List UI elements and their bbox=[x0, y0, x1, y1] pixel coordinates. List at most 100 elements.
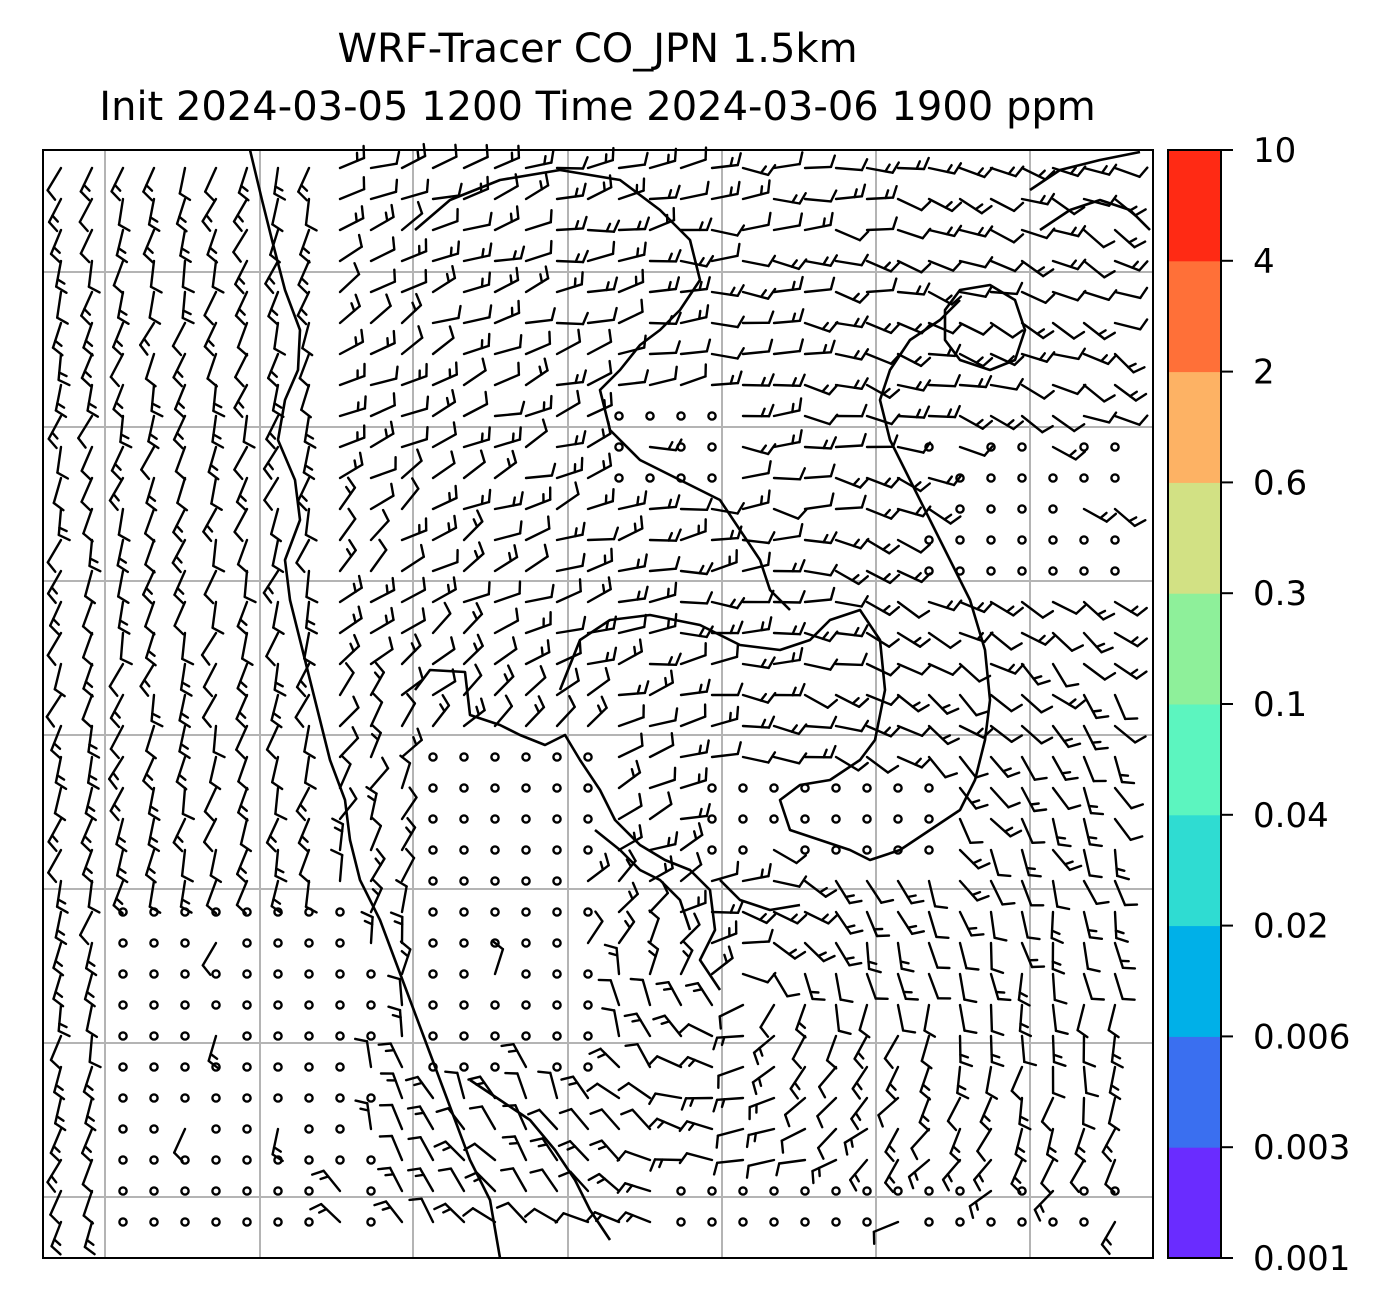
wind-barb bbox=[834, 941, 863, 967]
wind-barb-feather bbox=[610, 547, 614, 562]
wind-barb-feather bbox=[110, 469, 122, 481]
wind-barb bbox=[958, 972, 978, 1004]
wind-barb-feather bbox=[414, 1111, 425, 1116]
wind-barb-shaft bbox=[274, 848, 280, 878]
wind-barb-feather bbox=[178, 719, 192, 729]
wind-barb-shaft bbox=[462, 674, 483, 697]
calm-circle bbox=[831, 845, 841, 855]
wind-barb bbox=[623, 1012, 652, 1038]
wind-barb-shaft bbox=[1051, 755, 1067, 781]
wind-barb-feather bbox=[983, 166, 994, 179]
wind-barb-shaft bbox=[493, 412, 523, 418]
wind-barb-feather bbox=[789, 1087, 799, 1100]
wind-barb-shaft bbox=[431, 588, 457, 604]
wind-barb-feather bbox=[605, 222, 612, 233]
wind-barb-shaft bbox=[741, 693, 770, 704]
wind-barb-shaft bbox=[211, 259, 218, 288]
wind-barb-shaft bbox=[390, 1103, 404, 1131]
calm-circle bbox=[955, 535, 965, 545]
wind-barb bbox=[400, 543, 425, 573]
wind-barb-feather bbox=[147, 843, 161, 853]
wind-barb-shaft bbox=[834, 631, 863, 638]
wind-barb-feather bbox=[953, 224, 963, 238]
wind-barb bbox=[647, 1055, 683, 1069]
wind-barb-feather bbox=[941, 1178, 950, 1192]
wind-barb-feather bbox=[638, 638, 643, 653]
wind-barb-shaft bbox=[1113, 228, 1136, 249]
wind-barb bbox=[710, 682, 744, 697]
wind-barb-shaft bbox=[741, 972, 769, 984]
wind-barb bbox=[304, 755, 317, 790]
wind-barb-field bbox=[45, 142, 1149, 1256]
wind-barb bbox=[617, 881, 639, 914]
wind-barb bbox=[803, 154, 836, 170]
wind-barb-feather bbox=[705, 338, 712, 353]
wind-barb-shaft bbox=[270, 507, 280, 536]
wind-barb-feather bbox=[633, 522, 637, 533]
wind-barb bbox=[235, 693, 249, 729]
wind-barb-feather bbox=[454, 484, 458, 500]
wind-barb bbox=[678, 1152, 714, 1165]
wind-barb-shaft bbox=[369, 792, 378, 821]
wind-barb-feather bbox=[235, 872, 248, 884]
wind-barb bbox=[851, 1065, 869, 1100]
wind-barb bbox=[803, 972, 826, 1001]
wind-barb-shaft bbox=[865, 383, 891, 399]
wind-barb-feather bbox=[236, 687, 248, 698]
wind-barb-feather bbox=[79, 190, 91, 202]
wind-barb-shaft bbox=[1113, 848, 1119, 878]
calm-circle bbox=[149, 907, 159, 917]
wind-barb-shaft bbox=[772, 259, 800, 271]
wind-barb-feather bbox=[970, 933, 985, 937]
wind-barb-feather bbox=[407, 1167, 422, 1172]
wind-barb-shaft bbox=[1051, 662, 1068, 688]
wind-barb-feather bbox=[272, 626, 285, 635]
wind-barb-feather bbox=[965, 967, 980, 971]
wind-barb-shaft bbox=[586, 658, 615, 666]
wind-barb-shaft bbox=[555, 651, 582, 666]
wind-barb-feather bbox=[1100, 1243, 1111, 1256]
wind-barb-shaft bbox=[989, 910, 996, 939]
wind-barb-feather bbox=[80, 841, 92, 853]
wind-barb-shaft bbox=[304, 879, 311, 908]
calm-circle bbox=[428, 752, 438, 762]
wind-barb-feather bbox=[445, 396, 450, 408]
wind-barb-feather bbox=[698, 309, 702, 320]
wind-barb-feather bbox=[1088, 936, 1104, 940]
wind-barb bbox=[679, 217, 713, 232]
wind-barb bbox=[84, 941, 98, 977]
calm-circle bbox=[149, 1186, 159, 1196]
wind-barb-feather bbox=[860, 652, 868, 667]
wind-barb-feather bbox=[1003, 826, 1014, 833]
calm-circle bbox=[552, 752, 562, 762]
wind-barb-feather bbox=[83, 594, 97, 605]
wind-barb-feather bbox=[50, 749, 62, 760]
calm-circle bbox=[831, 814, 841, 824]
wind-barb bbox=[112, 259, 125, 295]
wind-barb bbox=[431, 668, 457, 697]
wind-barb-feather bbox=[271, 781, 284, 791]
wind-barb bbox=[865, 755, 900, 774]
calm-circle bbox=[304, 1031, 314, 1041]
wind-barb-shaft bbox=[271, 197, 280, 226]
wind-barb-feather bbox=[822, 217, 826, 228]
wind-barb bbox=[203, 569, 218, 605]
wind-barb-feather bbox=[391, 576, 396, 592]
wind-barb-shaft bbox=[369, 468, 397, 480]
wind-barb-feather bbox=[568, 1081, 579, 1086]
wind-barb-feather bbox=[267, 376, 279, 388]
wind-barb-shaft bbox=[958, 445, 986, 457]
wind-barb-shaft bbox=[369, 857, 386, 883]
wind-barb bbox=[1113, 286, 1149, 300]
wind-barb bbox=[524, 418, 548, 449]
wind-barb-feather bbox=[883, 323, 891, 332]
wind-barb-feather bbox=[179, 688, 193, 697]
wind-barb-shaft bbox=[927, 941, 939, 969]
wind-barb bbox=[586, 910, 604, 945]
wind-barb-shaft bbox=[555, 401, 581, 418]
wind-barb-shaft bbox=[555, 194, 584, 201]
wind-barb bbox=[493, 266, 520, 294]
wind-barb-shaft bbox=[1020, 1034, 1026, 1064]
wind-barb bbox=[989, 1003, 1005, 1037]
wind-barb bbox=[803, 941, 836, 963]
